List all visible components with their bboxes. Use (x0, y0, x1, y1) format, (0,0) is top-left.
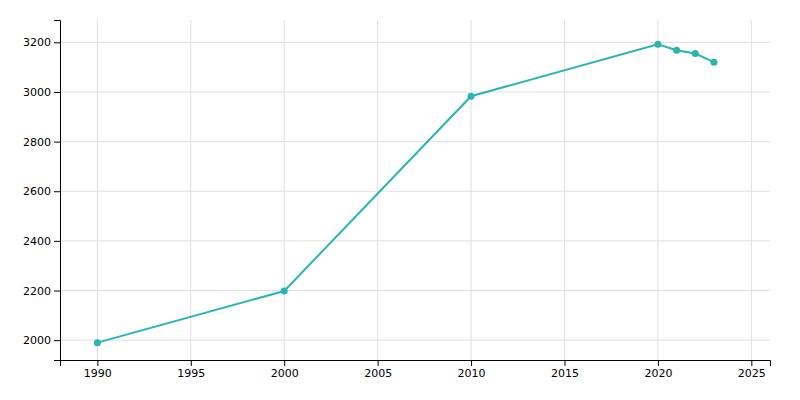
x-tick: 2020 (644, 360, 672, 380)
grid-line (60, 290, 770, 291)
x-tick-label: 2005 (364, 367, 392, 380)
x-tick: 1995 (177, 360, 205, 380)
y-axis-line (54, 21, 61, 361)
y-tick-mark (54, 340, 60, 341)
grid-line (60, 42, 770, 43)
y-tick-mark (54, 241, 60, 242)
x-tick: 2010 (458, 360, 486, 380)
y-tick: 3200 (23, 36, 60, 49)
series (94, 41, 718, 346)
chart: 1990 1995 2000 2005 2010 2015 2020 2025 2000 2200… (0, 0, 800, 400)
x-axis-line (61, 361, 771, 367)
y-tick-mark (54, 92, 60, 93)
grid-line (377, 20, 378, 360)
x-tick-mark (658, 360, 659, 366)
x-tick: 2005 (364, 360, 392, 380)
y-tick-mark (54, 142, 60, 143)
grid-line (60, 141, 770, 142)
x-tick-label: 2020 (644, 367, 672, 380)
x-tick-mark (284, 360, 285, 366)
grid-line (60, 240, 770, 241)
y-tick: 2600 (23, 185, 60, 198)
y-tick-label: 2200 (23, 285, 51, 298)
x-tick-label: 2015 (551, 367, 579, 380)
x-tick: 2015 (551, 360, 579, 380)
y-tick-label: 3200 (23, 36, 51, 49)
plot: 1990 1995 2000 2005 2010 2015 2020 2025 2000 2200… (23, 20, 771, 380)
point (281, 288, 288, 295)
y-tick-label: 3000 (23, 86, 51, 99)
y-tick-label: 2600 (23, 185, 51, 198)
x-tick-label: 2000 (271, 367, 299, 380)
grid-line (60, 191, 770, 192)
y-tick-mark (54, 42, 60, 43)
y-tick-label: 2400 (23, 235, 51, 248)
grid-line (751, 20, 752, 360)
y-tick: 3000 (23, 86, 60, 99)
grid-line (657, 20, 658, 360)
x-tick-mark (751, 360, 752, 366)
y-tick-mark (54, 191, 60, 192)
grid (60, 20, 770, 360)
x-tick-mark (564, 360, 565, 366)
y-tick: 2400 (23, 235, 60, 248)
x-tick-label: 2025 (738, 367, 766, 380)
point (673, 47, 680, 54)
y-tick-label: 2000 (23, 334, 51, 347)
x-tick: 1990 (84, 360, 112, 380)
x-tick-mark (191, 360, 192, 366)
grid-line (471, 20, 472, 360)
x-tick-mark (97, 360, 98, 366)
point (654, 41, 661, 48)
x-tick-label: 1995 (177, 367, 205, 380)
point (468, 93, 475, 100)
x-tick: 2025 (738, 360, 766, 380)
grid-line (60, 91, 770, 92)
x-tick-mark (378, 360, 379, 366)
y-tick-label: 2800 (23, 136, 51, 149)
grid-line (190, 20, 191, 360)
point (692, 50, 699, 57)
x-tick: 2000 (271, 360, 299, 380)
x-tick-mark (471, 360, 472, 366)
line (97, 44, 714, 342)
y-tick: 2000 (23, 334, 60, 347)
point (710, 59, 717, 66)
grid-line (284, 20, 285, 360)
grid-line (60, 340, 770, 341)
y-axis: 2000 2200 2400 2600 2800 3000 3200 (23, 21, 61, 361)
grid-line (97, 20, 98, 360)
y-tick: 2800 (23, 136, 60, 149)
x-tick-label: 1990 (84, 367, 112, 380)
point (94, 339, 101, 346)
y-tick-mark (54, 291, 60, 292)
y-tick: 2200 (23, 285, 60, 298)
x-tick-label: 2010 (458, 367, 486, 380)
x-axis: 1990 1995 2000 2005 2010 2015 2020 2025 (61, 360, 771, 380)
